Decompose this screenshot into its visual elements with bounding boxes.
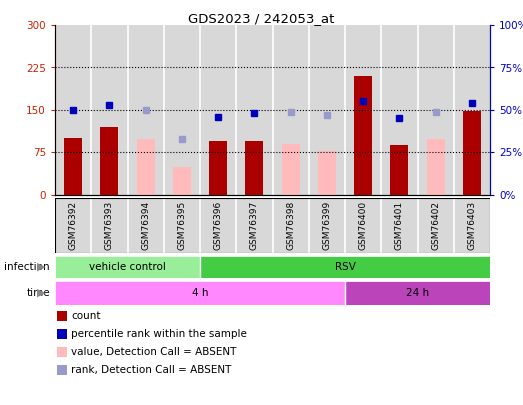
Text: GSM76392: GSM76392 [69, 201, 77, 250]
Bar [55, 198, 91, 253]
Text: GSM76400: GSM76400 [359, 201, 368, 250]
Bar [381, 25, 417, 195]
Bar [55, 256, 200, 278]
Bar [454, 25, 490, 195]
Text: ▶: ▶ [37, 262, 46, 272]
Bar [200, 25, 236, 195]
Bar [318, 151, 336, 195]
Text: GSM76401: GSM76401 [395, 201, 404, 250]
Text: RSV: RSV [335, 262, 356, 272]
Bar [91, 25, 128, 195]
Bar [200, 256, 490, 278]
Bar [272, 198, 309, 253]
Bar [463, 111, 481, 195]
Bar [309, 198, 345, 253]
Bar [164, 198, 200, 253]
Text: GSM76398: GSM76398 [286, 201, 295, 250]
Bar [417, 198, 454, 253]
Text: rank, Detection Call = ABSENT: rank, Detection Call = ABSENT [71, 365, 231, 375]
Bar [245, 141, 264, 195]
Bar [128, 198, 164, 253]
Text: GSM76397: GSM76397 [250, 201, 259, 250]
Bar [381, 198, 417, 253]
Bar [91, 198, 128, 253]
Bar [64, 139, 82, 195]
Bar [309, 25, 345, 195]
Bar [100, 127, 118, 195]
Text: 24 h: 24 h [406, 288, 429, 298]
Bar [345, 198, 381, 253]
Text: GSM76396: GSM76396 [213, 201, 223, 250]
Text: GSM76399: GSM76399 [322, 201, 332, 250]
Text: GDS2023 / 242053_at: GDS2023 / 242053_at [188, 12, 335, 25]
Bar [281, 144, 300, 195]
Text: percentile rank within the sample: percentile rank within the sample [71, 329, 247, 339]
Bar [345, 281, 490, 305]
Bar [427, 139, 445, 195]
Bar [164, 25, 200, 195]
Text: GSM76403: GSM76403 [468, 201, 476, 250]
Text: 4 h: 4 h [192, 288, 208, 298]
Bar [236, 198, 272, 253]
Text: count: count [71, 311, 100, 321]
Text: GSM76402: GSM76402 [431, 201, 440, 250]
Bar [200, 198, 236, 253]
Text: GSM76394: GSM76394 [141, 201, 150, 250]
Bar [345, 25, 381, 195]
Bar [209, 141, 227, 195]
Text: infection: infection [4, 262, 50, 272]
Bar [417, 25, 454, 195]
Bar [454, 198, 490, 253]
Bar [55, 25, 91, 195]
Bar [236, 25, 272, 195]
Text: vehicle control: vehicle control [89, 262, 166, 272]
Bar [128, 25, 164, 195]
Bar [173, 167, 191, 195]
Text: GSM76395: GSM76395 [177, 201, 186, 250]
Text: ▶: ▶ [37, 288, 46, 298]
Text: GSM76393: GSM76393 [105, 201, 114, 250]
Bar [272, 25, 309, 195]
Bar [55, 281, 345, 305]
Bar [390, 145, 408, 195]
Text: time: time [26, 288, 50, 298]
Bar [354, 76, 372, 195]
Text: value, Detection Call = ABSENT: value, Detection Call = ABSENT [71, 347, 236, 357]
Bar [137, 139, 155, 195]
